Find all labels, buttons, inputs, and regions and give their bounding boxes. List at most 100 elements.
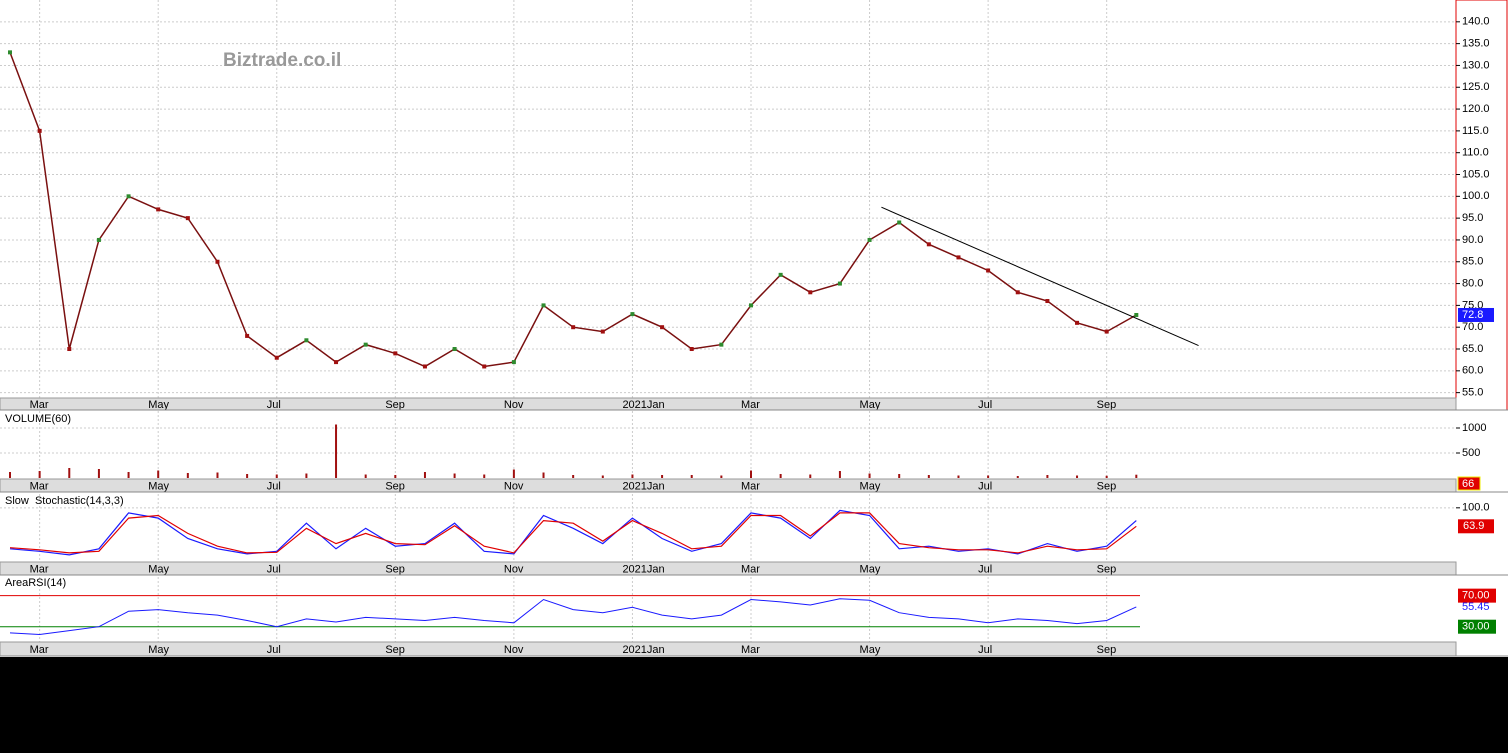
bar bbox=[779, 474, 782, 478]
price-point bbox=[600, 329, 605, 334]
trendline bbox=[881, 206, 1199, 346]
bar bbox=[157, 470, 160, 478]
price-point bbox=[67, 347, 72, 352]
x-tick-label: 2021Jan bbox=[622, 480, 664, 492]
x-tick-label: Mar bbox=[30, 399, 49, 411]
price-point bbox=[660, 325, 665, 330]
y-tick-label: 60.0 bbox=[1462, 365, 1483, 377]
x-tick-label: Jul bbox=[978, 480, 992, 492]
last-value: 66 bbox=[1462, 478, 1474, 490]
reference-label: 70.00 bbox=[1462, 590, 1490, 602]
price-point bbox=[215, 259, 220, 264]
bar bbox=[957, 475, 960, 478]
y-tick-label: 1000 bbox=[1462, 422, 1486, 434]
y-tick-label: 130.0 bbox=[1462, 59, 1490, 71]
price-point bbox=[926, 242, 931, 247]
x-tick-label: Sep bbox=[1097, 644, 1117, 656]
bar bbox=[483, 474, 486, 478]
price-point bbox=[126, 194, 131, 199]
y-tick-label: 140.0 bbox=[1462, 16, 1490, 28]
bar bbox=[720, 475, 723, 478]
bar bbox=[97, 469, 100, 478]
x-axis-strip bbox=[0, 397, 1457, 411]
price-point bbox=[245, 333, 250, 338]
x-tick-label: Sep bbox=[1097, 563, 1117, 575]
bar bbox=[453, 473, 456, 478]
x-axis-strip bbox=[0, 641, 1457, 657]
last-value: 72.8 bbox=[1462, 309, 1483, 321]
price-point bbox=[571, 325, 576, 330]
y-tick-label: 115.0 bbox=[1462, 125, 1489, 137]
bar bbox=[542, 472, 545, 478]
bar bbox=[661, 475, 664, 478]
bar bbox=[1135, 474, 1138, 478]
reference-label: 30.00 bbox=[1462, 621, 1490, 633]
price-point bbox=[482, 364, 487, 369]
y-tick-label: 110.0 bbox=[1462, 147, 1489, 159]
bar bbox=[690, 475, 693, 478]
price-point bbox=[986, 268, 991, 273]
x-tick-label: Jul bbox=[978, 644, 992, 656]
price-point bbox=[1104, 329, 1109, 334]
x-tick-label: Sep bbox=[1097, 399, 1117, 411]
y-tick-label: 120.0 bbox=[1462, 103, 1490, 115]
y-tick-label: 70.0 bbox=[1462, 321, 1483, 333]
x-tick-label: Mar bbox=[741, 480, 760, 492]
y-tick-label: 100.0 bbox=[1462, 502, 1490, 514]
panel-title: AreaRSI(14) bbox=[5, 577, 66, 589]
bar bbox=[512, 469, 515, 478]
bar bbox=[1076, 475, 1079, 478]
price-point bbox=[304, 338, 309, 343]
y-tick-label: 105.0 bbox=[1462, 168, 1490, 180]
bar bbox=[335, 424, 338, 478]
x-tick-label: Mar bbox=[741, 644, 760, 656]
x-tick-label: Nov bbox=[504, 399, 524, 411]
bar bbox=[216, 472, 219, 478]
y-tick-label: 85.0 bbox=[1462, 256, 1483, 268]
x-tick-label: May bbox=[860, 563, 881, 575]
price-point bbox=[897, 220, 902, 225]
x-tick-label: Jul bbox=[978, 399, 992, 411]
x-tick-label: May bbox=[148, 644, 169, 656]
price-point bbox=[630, 312, 635, 317]
x-tick-label: Jul bbox=[267, 644, 281, 656]
x-tick-label: Jul bbox=[267, 563, 281, 575]
bar bbox=[9, 472, 11, 478]
reference-box bbox=[1458, 588, 1496, 603]
x-tick-label: Mar bbox=[30, 480, 49, 492]
bar bbox=[305, 473, 308, 478]
y-tick-label: 135.0 bbox=[1462, 38, 1490, 50]
y-tick-label: 55.0 bbox=[1462, 387, 1483, 399]
bar bbox=[127, 472, 130, 478]
x-tick-label: Mar bbox=[741, 399, 760, 411]
x-tick-label: May bbox=[148, 480, 169, 492]
x-tick-label: Mar bbox=[741, 563, 760, 575]
last-value-box bbox=[1457, 476, 1481, 491]
price-point bbox=[778, 272, 783, 277]
x-tick-label: 2021Jan bbox=[622, 644, 664, 656]
price-point bbox=[837, 281, 842, 286]
price-point bbox=[156, 207, 161, 212]
bar bbox=[246, 474, 249, 478]
bar bbox=[364, 474, 367, 478]
bar bbox=[1105, 475, 1108, 478]
price-point bbox=[422, 364, 427, 369]
price-point bbox=[956, 255, 961, 260]
price-point bbox=[274, 355, 279, 360]
x-tick-label: Nov bbox=[504, 644, 524, 656]
price-point bbox=[8, 50, 12, 55]
price-point bbox=[1075, 320, 1080, 325]
y-tick-label: 125.0 bbox=[1462, 81, 1490, 93]
price-point bbox=[511, 360, 516, 365]
bar bbox=[987, 475, 990, 478]
price-point bbox=[749, 303, 753, 308]
x-axis-strip bbox=[0, 561, 1457, 576]
x-tick-label: 2021Jan bbox=[622, 563, 664, 575]
x-tick-label: Sep bbox=[1097, 480, 1117, 492]
price-point bbox=[541, 303, 546, 308]
price-point bbox=[37, 128, 42, 133]
line bbox=[9, 512, 1137, 554]
bar bbox=[68, 468, 71, 478]
y-tick-label: 500 bbox=[1462, 447, 1480, 459]
background bbox=[0, 0, 1508, 657]
